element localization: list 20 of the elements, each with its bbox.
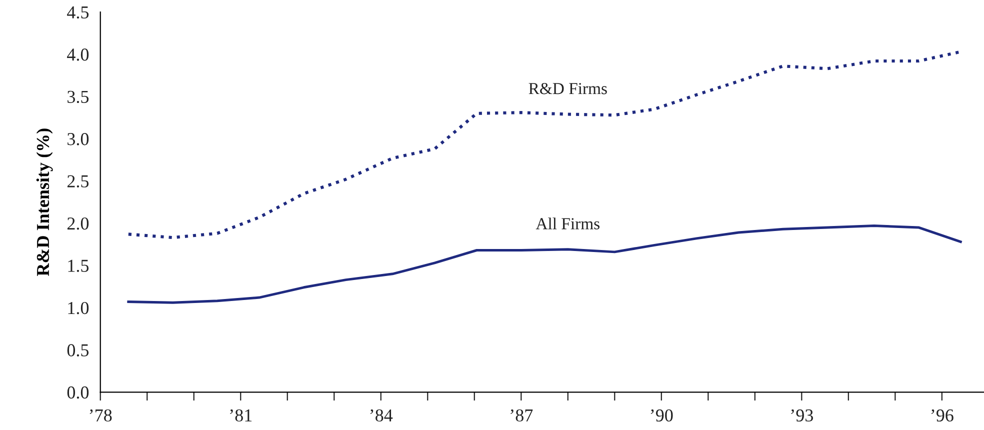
y-tick-label: 1.5 <box>68 260 89 272</box>
x-tick-label: ’84 <box>370 409 393 422</box>
y-tick-label: 2.5 <box>67 175 89 188</box>
y-tick-label: 2.0 <box>67 217 89 230</box>
y-tick-label: 3.5 <box>68 90 89 104</box>
x-tick-label: ’90 <box>650 409 673 422</box>
y-tick-label: 4.0 <box>67 48 89 61</box>
x-tick-label: ’93 <box>791 409 813 422</box>
y-tick-label: 3.0 <box>68 133 89 146</box>
y-axis-title: R&D Intensity (%) <box>36 128 53 276</box>
x-tick-label: ’96 <box>931 409 954 422</box>
x-tick-label: ’78 <box>90 409 112 422</box>
y-tick-label: 0.0 <box>67 386 89 399</box>
x-tick-label: ’87 <box>510 409 533 422</box>
y-tick-label: 4.5 <box>67 6 89 19</box>
y-tick-label: 1.0 <box>68 302 89 314</box>
x-tick-label: ’81 <box>230 409 252 422</box>
series-label: All Firms <box>536 218 600 230</box>
y-tick-label: 0.5 <box>67 344 89 356</box>
series-label: R&D Firms <box>528 82 607 94</box>
